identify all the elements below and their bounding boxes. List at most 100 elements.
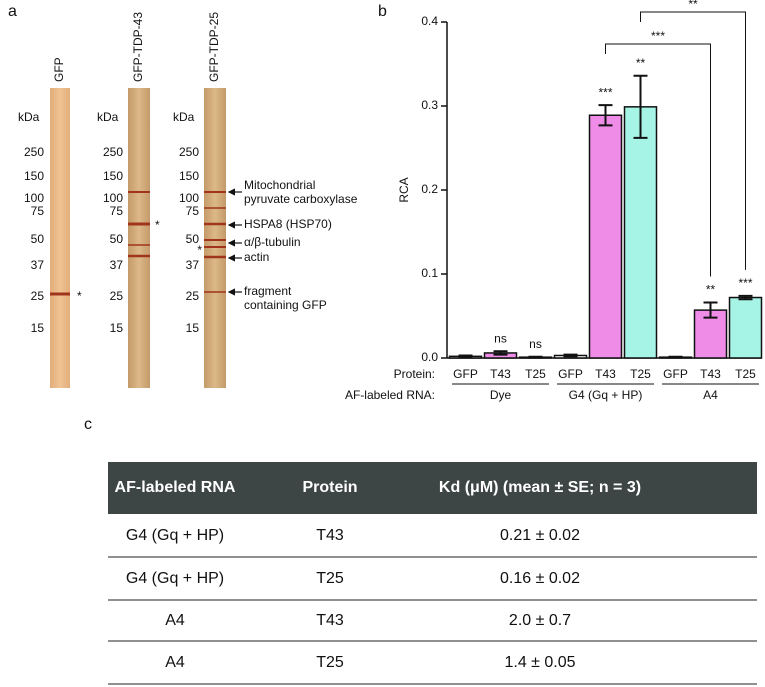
marker-label: 150 (103, 169, 123, 183)
marker-label: 250 (24, 145, 44, 159)
y-tick-label: 0.1 (421, 266, 438, 280)
gel-lane (50, 88, 70, 388)
panel-label: a (8, 3, 17, 20)
annotation: α/β-tubulin (244, 235, 301, 249)
x-tick-label: T25 (735, 367, 756, 381)
y-tick-label: 0.2 (421, 182, 438, 196)
error-bar (598, 104, 613, 127)
y-tick-label: 0.3 (421, 98, 438, 112)
group-label: G4 (Gq + HP) (569, 388, 643, 402)
table-cell: T25 (316, 570, 344, 587)
comparison-bracket (605, 43, 711, 277)
marker-label: 250 (103, 145, 123, 159)
marker-label: 15 (186, 321, 200, 335)
annotation: actin (244, 250, 269, 264)
row-label: AF-labeled RNA: (345, 388, 435, 402)
kda-label: kDa (18, 110, 40, 124)
bar (728, 296, 763, 359)
marker-label: 25 (31, 289, 45, 303)
comparison-label: ** (688, 0, 698, 11)
marker-label: 15 (31, 321, 45, 335)
error-bar (458, 354, 473, 359)
annotation: pyruvate carboxylase (244, 192, 358, 206)
error-bar (493, 350, 508, 356)
marker-label: 37 (186, 258, 200, 272)
marker-label: 100 (103, 191, 123, 205)
marker-label: 15 (110, 321, 124, 335)
panel-label: c (84, 416, 92, 433)
band-asterisk: * (77, 289, 82, 303)
panel-label: b (378, 3, 387, 20)
table-cell: G4 (Gq + HP) (126, 570, 224, 587)
x-tick-label: T43 (700, 367, 721, 381)
marker-label: 50 (31, 232, 45, 246)
gel-lane (204, 88, 226, 388)
table-cell: 1.4 ± 0.05 (504, 654, 575, 671)
significance-label: *** (738, 276, 752, 290)
table-header: Protein (302, 479, 357, 496)
marker-label: 50 (110, 232, 124, 246)
y-tick-label: 0.0 (421, 350, 438, 364)
table-cell: T43 (316, 527, 344, 544)
error-bar (528, 355, 543, 359)
error-bar (668, 355, 683, 359)
x-tick-label: T43 (490, 367, 511, 381)
significance-label: ** (706, 283, 716, 297)
y-tick-label: 0.4 (421, 14, 438, 28)
marker-label: 100 (179, 191, 199, 205)
lane-title: GFP-TDP-43 (131, 12, 145, 82)
y-axis-label: RCA (397, 177, 411, 202)
gel-bands (50, 191, 226, 296)
comparison-label: *** (651, 29, 665, 43)
table-cell: 0.21 ± 0.02 (500, 527, 580, 544)
table-header: AF-labeled RNA (115, 479, 236, 496)
lane-title: GFP-TDP-25 (207, 12, 221, 82)
row-label: Protein: (394, 367, 435, 381)
annotation: containing GFP (244, 298, 327, 312)
annotation: Mitochondrial (244, 178, 315, 192)
x-tick-label: T25 (630, 367, 651, 381)
marker-label: 250 (179, 145, 199, 159)
table-cell: T43 (316, 612, 344, 629)
table-cell: T25 (316, 654, 344, 671)
significance-label: *** (598, 85, 612, 99)
marker-label: 37 (110, 258, 124, 272)
marker-label: 150 (179, 169, 199, 183)
marker-label: 25 (110, 289, 124, 303)
table-cell: A4 (165, 612, 185, 629)
marker-label: 25 (186, 289, 200, 303)
x-tick-label: T43 (595, 367, 616, 381)
table-header: Kd (μM) (mean ± SE; n = 3) (439, 479, 641, 496)
x-tick-label: GFP (663, 367, 688, 381)
significance-label: ns (529, 337, 542, 351)
bar (588, 114, 623, 359)
bar (623, 106, 658, 359)
annotation: HSPA8 (HSP70) (244, 217, 332, 231)
marker-label: 100 (24, 191, 44, 205)
lane-title: GFP (52, 57, 66, 82)
table-rules (108, 556, 757, 685)
error-bar (738, 294, 753, 301)
band-asterisk: * (155, 218, 160, 232)
error-bar (703, 301, 718, 319)
band-asterisk: * (197, 243, 202, 257)
table-cell: A4 (165, 654, 185, 671)
marker-label: 75 (31, 204, 45, 218)
table-cell: 2.0 ± 0.7 (509, 612, 571, 629)
table-header-bg (108, 462, 757, 514)
marker-label: 50 (186, 232, 200, 246)
marker-label: 150 (24, 169, 44, 183)
significance-label: ns (494, 331, 507, 345)
marker-label: 37 (31, 258, 45, 272)
x-tick-label: GFP (453, 367, 478, 381)
gel-lane (128, 88, 150, 388)
kda-label: kDa (97, 110, 119, 124)
table-cell: 0.16 ± 0.02 (500, 570, 580, 587)
x-tick-label: T25 (525, 367, 546, 381)
group-label: Dye (490, 388, 512, 402)
comparison-bracket (640, 11, 746, 270)
kda-label: kDa (173, 110, 195, 124)
error-bar (633, 74, 648, 139)
annotation: fragment (244, 284, 292, 298)
